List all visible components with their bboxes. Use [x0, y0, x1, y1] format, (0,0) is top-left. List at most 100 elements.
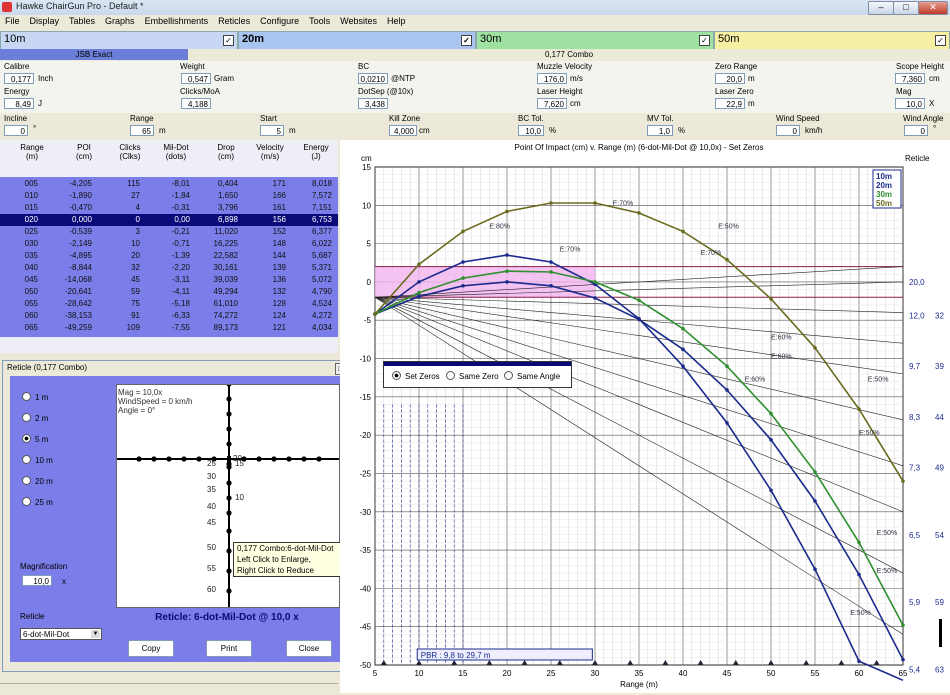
- table-row[interactable]: 065 -49,259 109 -7,55 89,173 121 4,034: [0, 322, 338, 334]
- range-tab-checkbox[interactable]: ✓: [461, 35, 472, 46]
- bc-tol-field[interactable]: 10,0: [518, 125, 544, 136]
- reticle-select[interactable]: 6-dot-Mil-Dot ▼: [20, 628, 102, 640]
- range-radio[interactable]: 25 m: [22, 497, 53, 507]
- table-cell: 45: [131, 275, 140, 284]
- series-point: [505, 253, 509, 257]
- horizontal-scrollbar[interactable]: [0, 683, 338, 694]
- radio-same-angle[interactable]: Same Angle: [504, 371, 560, 381]
- table-row[interactable]: 015 -0,470 4 -0,31 3,796 161 7,151: [0, 202, 338, 214]
- table-cell: 27: [131, 191, 140, 200]
- maximize-button[interactable]: □: [893, 1, 919, 15]
- calibre-field[interactable]: 0,177: [4, 73, 34, 84]
- table-row[interactable]: 005 -4,205 115 -8,01 0,404 171 8,018: [0, 178, 338, 190]
- table-row[interactable]: 010 -1,890 27 -1,84 1,650 166 7,572: [0, 190, 338, 202]
- mil-dot: [226, 396, 232, 402]
- range-tab-30m[interactable]: 30m ✓: [476, 31, 714, 50]
- radio-same-zero[interactable]: Same Zero: [446, 371, 499, 381]
- table-row[interactable]: 025 -0,539 3 -0,21 11,020 152 6,377: [0, 226, 338, 238]
- table-row[interactable]: 035 -4,895 20 -1,39 22,582 144 5,687: [0, 250, 338, 262]
- menu-file[interactable]: File: [5, 16, 20, 26]
- range-tab-50m[interactable]: 50m ✓: [714, 31, 950, 50]
- bc-field[interactable]: 0,0210: [358, 73, 388, 84]
- range-radio[interactable]: 10 m: [22, 455, 53, 465]
- y-tick-label: -20: [359, 431, 371, 440]
- table-row[interactable]: 030 -2,149 10 -0,71 16,225 148 6,022: [0, 238, 338, 250]
- weight-field[interactable]: 0,547: [181, 73, 211, 84]
- range-tab-20m[interactable]: 20m ✓: [238, 31, 476, 50]
- muzzle-velocity-field[interactable]: 176,0: [537, 73, 567, 84]
- dotsep-field[interactable]: 3,438: [358, 98, 388, 109]
- close-button[interactable]: Close: [286, 640, 332, 657]
- wind-angle-field[interactable]: 0: [904, 125, 928, 136]
- laser-height-field[interactable]: 7,620: [537, 98, 567, 109]
- series-point: [857, 659, 861, 663]
- reticle-range-label: 30: [207, 472, 216, 481]
- menu-tables[interactable]: Tables: [69, 16, 96, 26]
- table-row[interactable]: 050 -20,641 59 -4,11 49,294 132 4,790: [0, 286, 338, 298]
- range-tab-10m[interactable]: 10m ✓: [0, 31, 238, 50]
- clicks-moa-field[interactable]: 4,188: [181, 98, 211, 109]
- range-field[interactable]: 65: [130, 125, 154, 136]
- menu-graphs[interactable]: Graphs: [105, 16, 135, 26]
- menu-configure[interactable]: Configure: [260, 16, 300, 26]
- reticle-line: [374, 296, 904, 421]
- print-button[interactable]: Print: [206, 640, 252, 657]
- menu-tools[interactable]: Tools: [309, 16, 331, 26]
- table-row[interactable]: 055 -28,642 75 -5,18 61,010 128 4,524: [0, 298, 338, 310]
- table-cell: 166: [272, 191, 286, 200]
- scope-height-field[interactable]: 7,360: [895, 73, 925, 84]
- mv-tol-field[interactable]: 1,0: [647, 125, 673, 136]
- range-radio[interactable]: 2 m: [22, 413, 48, 423]
- range-radio[interactable]: 5 m: [22, 434, 48, 444]
- table-cell: 148: [272, 239, 286, 248]
- table-cell: -8,01: [171, 179, 190, 188]
- wind-speed-field[interactable]: 0: [776, 125, 800, 136]
- range-radio[interactable]: 20 m: [22, 476, 53, 486]
- table-row[interactable]: 045 -14,068 45 -3,11 39,039 136 5,072: [0, 274, 338, 286]
- mil-dot: [136, 456, 142, 462]
- copy-button[interactable]: Copy: [128, 640, 174, 657]
- chevron-down-icon[interactable]: ▼: [91, 630, 100, 638]
- menu-display[interactable]: Display: [29, 16, 60, 26]
- minimize-button[interactable]: –: [868, 1, 894, 15]
- series-point: [505, 209, 509, 214]
- reticle-tooltip: 0,177 Combo:6-dot-Mil-Dot Left Click to …: [233, 542, 349, 577]
- range-tab-checkbox[interactable]: ✓: [223, 35, 234, 46]
- laser-zero-field[interactable]: 22,9: [715, 98, 745, 109]
- menu-embellishments[interactable]: Embellishments: [144, 16, 209, 26]
- bc-tol-label: BC Tol.: [518, 114, 544, 123]
- radio-label: 5 m: [35, 435, 49, 444]
- range-radio[interactable]: 1 m: [22, 392, 48, 402]
- reticle-line: [374, 296, 904, 313]
- menu-reticles[interactable]: Reticles: [218, 16, 251, 26]
- legend-entry: 10m: [876, 172, 892, 181]
- mag-field[interactable]: 10,0: [895, 98, 925, 109]
- info-angle: Angle = 0°: [118, 406, 156, 415]
- series-point: [461, 260, 465, 264]
- x-tick-label: 30: [591, 669, 600, 678]
- menu-websites[interactable]: Websites: [340, 16, 378, 26]
- table-row[interactable]: 020 0,000 0 0,00 6,898 156 6,753: [0, 214, 338, 226]
- close-window-button[interactable]: ✕: [918, 1, 948, 15]
- magnification-field[interactable]: 10,0: [22, 575, 52, 586]
- col-unit: (cm): [218, 152, 234, 161]
- kill-zone-field[interactable]: 4,000: [389, 125, 417, 136]
- radio-set-zeros[interactable]: Set Zeros: [392, 371, 440, 381]
- col-unit: (Clks): [119, 152, 141, 161]
- range-tab-checkbox[interactable]: ✓: [935, 35, 946, 46]
- menu-help[interactable]: Help: [387, 16, 406, 26]
- incline-field[interactable]: 0: [4, 125, 28, 136]
- y-axis-label: cm: [361, 154, 372, 163]
- range-tab-checkbox[interactable]: ✓: [699, 35, 710, 46]
- reticle-range-label: 60: [207, 585, 216, 594]
- energy-field[interactable]: 8,49: [4, 98, 34, 109]
- x-tick-label: 50: [767, 669, 776, 678]
- zero-range-field[interactable]: 20,0: [715, 73, 745, 84]
- table-row[interactable]: 060 -38,153 91 -6,33 74,272 124 4,272: [0, 310, 338, 322]
- laser-zero-label: Laser Zero: [715, 87, 754, 96]
- energy-annotation: E:50%: [718, 223, 739, 230]
- x-axis-label: Range (m): [620, 680, 658, 689]
- trajectory-chart[interactable]: E:80% E:70% E:50% E:70% E:70% E:60% E:60% E:60%…: [340, 140, 950, 693]
- table-row[interactable]: 040 -8,844 32 -2,20 30,161 139 5,371: [0, 262, 338, 274]
- start-field[interactable]: 5: [260, 125, 284, 136]
